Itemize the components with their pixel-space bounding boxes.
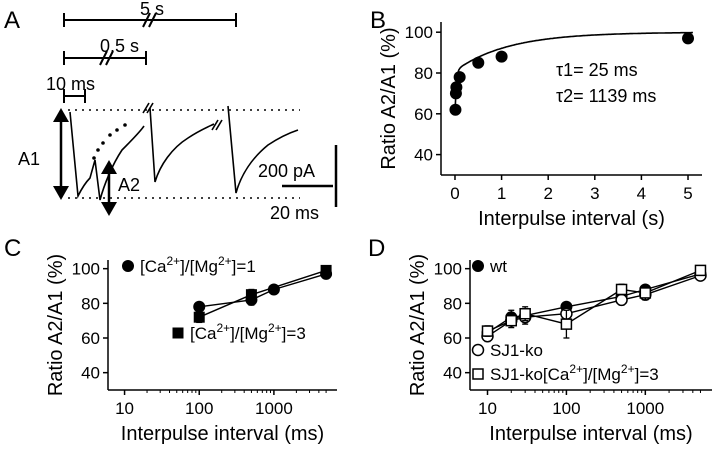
data-point [472,56,485,69]
decay-dots [92,123,127,160]
y-tick-label: 80 [414,64,433,83]
timing-label-5s: 5 s [140,0,164,19]
data-point [615,293,628,307]
y-tick-label: 100 [405,23,433,42]
legend-label: wt [489,257,507,276]
series-sj1-ko [481,269,707,343]
panel-letter-a: A [4,7,20,34]
timing-bars [63,12,237,103]
fit-curve [454,31,693,108]
y-tick-label: 100 [434,260,462,279]
data-point [320,264,332,276]
panel-a: A 5 s 0.5 s 10 ms [4,0,338,223]
data-point [495,50,508,63]
chart-c: 40 60 80 100 10 100 1000 Interpulse interval (m… [45,254,337,445]
data-point [481,325,494,337]
timing-label-10ms: 10 ms [46,74,95,94]
amplitude-arrows [53,108,117,216]
series-points-0 [449,32,695,116]
chart-d: 40 60 80 100 10 100 1000 Interpulse interval (m… [407,254,712,445]
y-tick-label: 60 [414,105,433,124]
y-tick-label: 100 [72,260,100,279]
reference-lines [68,109,300,199]
y-tick-label: 80 [81,294,100,313]
data-point [694,264,707,277]
x-tick-label: 100 [552,399,580,418]
x-tick-label: 3 [590,184,599,203]
panel-letter-b: B [370,7,386,34]
x-axis-title: Interpulse interval (s) [478,208,665,230]
panel-b: B 40 60 80 100 0 1 2 3 4 5 Interpulse interval (s)… [370,7,702,230]
x-axis-title: Interpulse interval (ms) [121,423,324,445]
current-traces [69,102,299,201]
data-point [639,287,652,299]
series-line [487,269,701,332]
panel-letter-c: C [4,235,21,262]
y-tick-label: 60 [81,329,100,348]
chart-b: 40 60 80 100 0 1 2 3 4 5 Interpulse interval (s) Ra… [378,22,702,230]
y-tick-label: 60 [443,329,462,348]
y-axis-title: Ratio A2/A1 (%) [45,254,67,396]
fit-label-tau2: τ2= 1139 ms [556,86,656,106]
series--ca2-mg2-3 [193,264,332,324]
x-tick-label: 5 [683,184,692,203]
panel-c: C 40 60 80 100 10 100 1000 Interpulse interval … [4,235,337,445]
legend-marker [472,260,484,272]
series-line [199,273,327,308]
scale-label-amp: 200 pA [258,161,315,181]
data-point [560,318,573,330]
x-tick-label: 100 [185,399,213,418]
y-tick-label: 80 [443,294,462,313]
legend-marker [172,327,184,339]
series-sj1-ko-ca2-mg2-3 [481,264,707,339]
legend-label: [Ca2+]/[Mg2+]=1 [140,254,256,276]
data-point [193,311,205,323]
legend-label: [Ca2+]/[Mg2+]=3 [190,321,306,343]
legend-label: SJ1-ko [490,341,543,360]
x-tick-label: 0 [450,184,459,203]
data-point [193,300,206,313]
y-tick-label: 40 [443,364,462,383]
data-point [519,307,531,320]
scale-bars [282,145,338,207]
data-point [505,314,518,327]
series-line [487,274,701,337]
legend-label: SJ1-ko[Ca2+]/[Mg2+]=3 [490,362,659,384]
legend-marker [122,260,134,272]
data-point [615,283,628,296]
y-tick-label: 40 [81,364,100,383]
data-point [453,71,466,84]
y-axis-title: Ratio A2/A1 (%) [407,254,429,396]
timing-label-0-5s: 0.5 s [100,36,139,56]
panel-letter-d: D [368,235,385,262]
legend-marker [471,343,485,357]
x-tick-label: 10 [478,399,497,418]
x-axis-title: Interpulse interval (ms) [489,423,692,445]
amp-label-a1: A1 [18,149,40,169]
x-tick-label: 2 [543,184,552,203]
y-axis-title: Ratio A2/A1 (%) [378,27,400,169]
panel-d: D 40 60 80 100 10 100 1000 Interpulse interval … [368,235,712,445]
amp-label-a2: A2 [118,175,140,195]
data-point [245,289,257,301]
data-point [682,32,695,45]
x-tick-label: 4 [637,184,646,203]
fit-label-tau1: τ1= 25 ms [556,60,638,80]
x-tick-label: 1000 [255,399,293,418]
series-line [198,269,327,318]
data-point [450,81,463,94]
legend-marker [472,368,484,380]
scale-label-time: 20 ms [270,203,319,223]
x-tick-label: 1000 [626,399,664,418]
x-tick-label: 1 [497,184,506,203]
series-wt [481,267,707,339]
y-tick-label: 40 [414,146,433,165]
x-tick-label: 10 [115,399,134,418]
data-point [449,103,462,116]
